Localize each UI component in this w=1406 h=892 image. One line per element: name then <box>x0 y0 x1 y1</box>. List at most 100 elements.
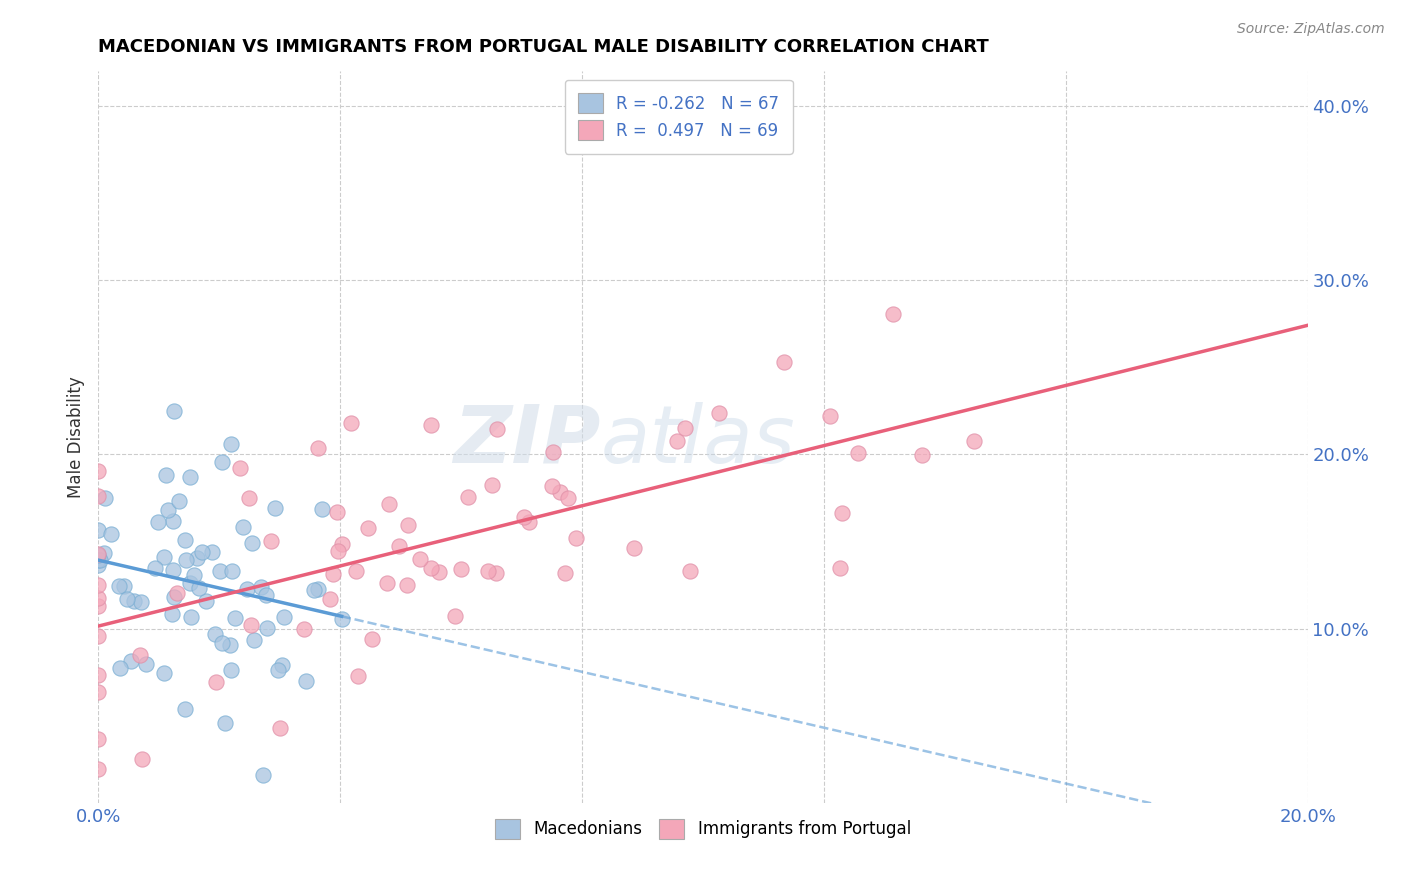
Point <box>328 544 350 558</box>
Point <box>302 582 325 597</box>
Point <box>344 564 367 578</box>
Point <box>330 611 353 625</box>
Point <box>388 539 411 553</box>
Point <box>87 762 110 776</box>
Point <box>292 622 315 636</box>
Point <box>110 660 132 674</box>
Point <box>240 618 263 632</box>
Point <box>221 564 243 578</box>
Point <box>87 548 110 562</box>
Point <box>143 561 166 575</box>
Text: MACEDONIAN VS IMMIGRANTS FROM PORTUGAL MALE DISABILITY CORRELATION CHART: MACEDONIAN VS IMMIGRANTS FROM PORTUGAL M… <box>98 38 990 56</box>
Point <box>409 551 432 566</box>
Point <box>162 564 184 578</box>
Point <box>294 674 316 689</box>
Point <box>229 461 252 475</box>
Point <box>219 663 242 677</box>
Legend: Macedonians, Immigrants from Portugal: Macedonians, Immigrants from Portugal <box>488 812 918 846</box>
Point <box>166 586 188 600</box>
Point <box>156 503 179 517</box>
Point <box>911 448 934 462</box>
Point <box>93 545 115 559</box>
Point <box>219 437 242 451</box>
Point <box>263 500 285 515</box>
Point <box>319 591 342 606</box>
Point <box>271 658 294 673</box>
Point <box>89 553 111 567</box>
Point <box>107 579 129 593</box>
Text: ZIP: ZIP <box>453 401 600 480</box>
Point <box>486 422 509 436</box>
Point <box>357 521 380 535</box>
Point <box>180 609 202 624</box>
Point <box>773 355 796 369</box>
Point <box>250 580 273 594</box>
Point <box>378 497 401 511</box>
Point <box>377 575 399 590</box>
Point <box>179 576 201 591</box>
Point <box>162 514 184 528</box>
Point <box>87 731 110 746</box>
Point <box>396 517 419 532</box>
Point <box>87 629 110 643</box>
Point <box>395 578 418 592</box>
Point <box>269 721 291 735</box>
Point <box>87 547 110 561</box>
Point <box>87 591 110 605</box>
Point <box>679 564 702 578</box>
Point <box>673 421 696 435</box>
Point <box>174 553 197 567</box>
Point <box>155 468 177 483</box>
Point <box>235 582 257 596</box>
Point <box>87 553 110 567</box>
Point <box>173 533 195 547</box>
Point <box>232 519 254 533</box>
Point <box>485 566 508 581</box>
Point <box>623 541 645 556</box>
Point <box>211 455 233 469</box>
Point <box>100 526 122 541</box>
Point <box>169 494 191 508</box>
Text: atlas: atlas <box>600 401 794 480</box>
Point <box>87 685 110 699</box>
Point <box>818 409 841 423</box>
Point <box>131 595 153 609</box>
Point <box>224 611 246 625</box>
Point <box>179 470 201 484</box>
Point <box>846 446 869 460</box>
Point <box>208 564 231 578</box>
Point <box>191 545 214 559</box>
Point <box>87 464 110 478</box>
Point <box>204 675 226 690</box>
Point <box>519 515 541 529</box>
Point <box>174 701 197 715</box>
Point <box>541 479 564 493</box>
Y-axis label: Male Disability: Male Disability <box>67 376 86 498</box>
Point <box>340 416 363 430</box>
Point <box>162 590 184 604</box>
Point <box>94 491 117 505</box>
Point <box>87 489 110 503</box>
Point <box>828 561 851 575</box>
Point <box>254 588 277 602</box>
Point <box>419 561 441 575</box>
Point <box>128 648 150 662</box>
Point <box>963 434 986 449</box>
Point <box>550 485 572 500</box>
Point <box>238 491 260 506</box>
Point <box>131 752 153 766</box>
Point <box>162 607 184 622</box>
Point <box>481 478 503 492</box>
Point <box>347 668 370 682</box>
Point <box>146 515 169 529</box>
Point <box>457 491 479 505</box>
Point <box>267 663 290 677</box>
Point <box>326 506 349 520</box>
Point <box>163 404 186 418</box>
Point <box>541 445 564 459</box>
Point <box>152 549 174 564</box>
Point <box>565 531 588 545</box>
Point <box>311 501 333 516</box>
Point <box>152 665 174 680</box>
Point <box>307 582 329 596</box>
